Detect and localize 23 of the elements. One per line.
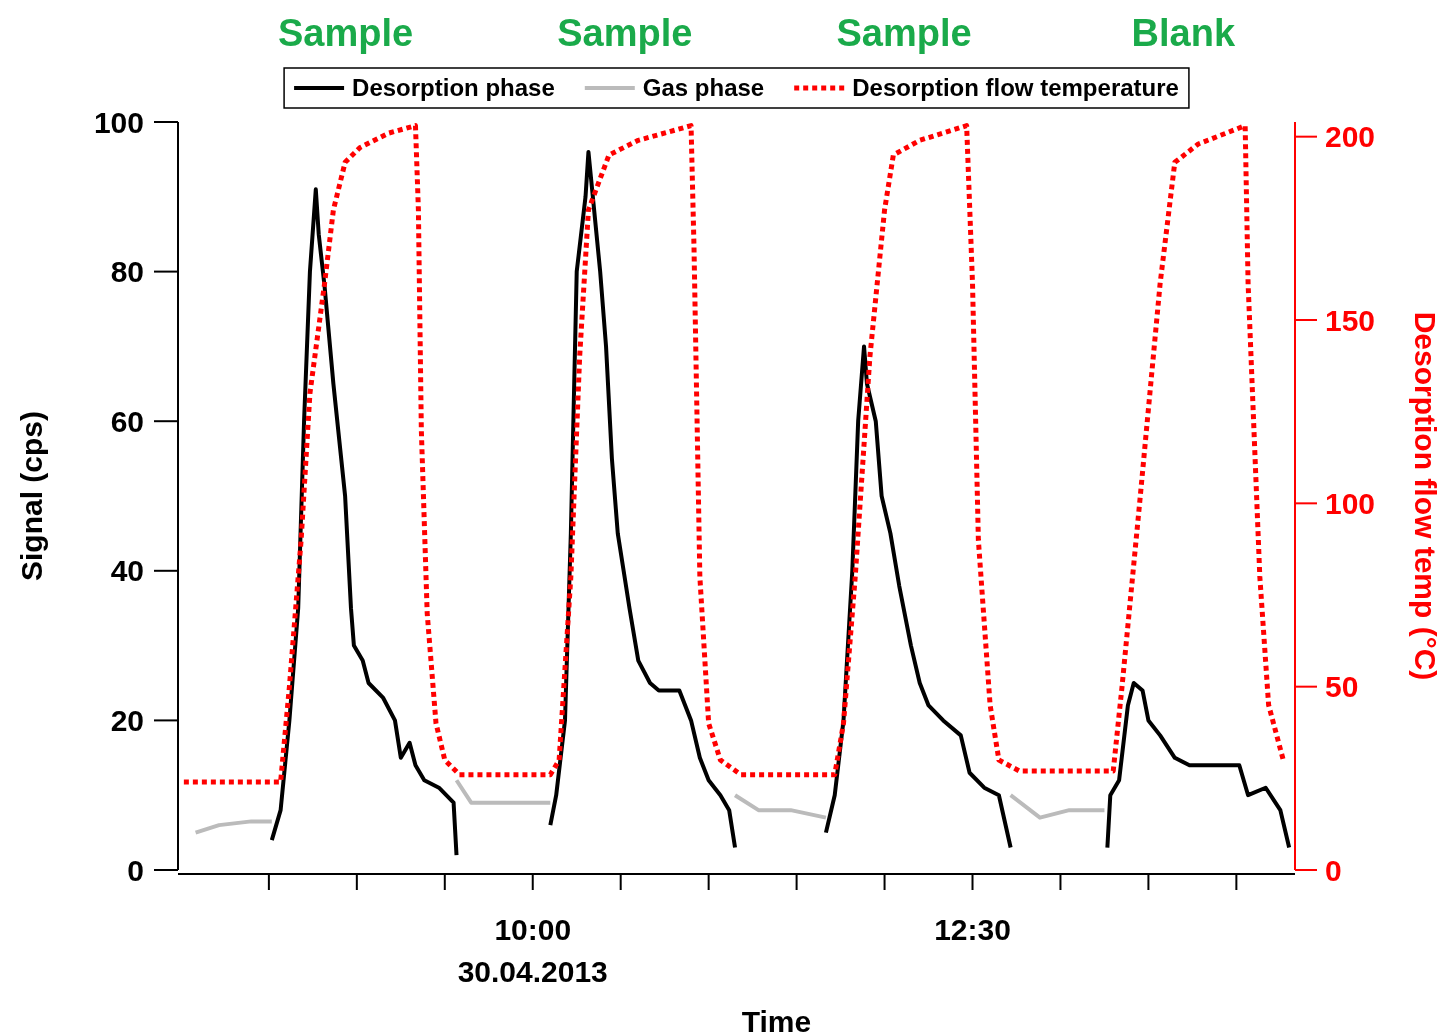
y-tick-label: 100 xyxy=(93,105,144,139)
legend-label: Desorption phase xyxy=(352,74,555,102)
y2-tick-label: 100 xyxy=(1325,486,1376,520)
x-axis-title: Time xyxy=(741,1005,812,1036)
y2-tick-label: 50 xyxy=(1325,670,1359,704)
y-tick-label: 0 xyxy=(127,853,144,887)
y-tick-label: 80 xyxy=(110,255,144,289)
y-tick-label: 40 xyxy=(110,554,144,588)
y-tick-label: 20 xyxy=(110,703,144,737)
y2-tick-label: 0 xyxy=(1325,853,1342,887)
text: Sample xyxy=(277,12,414,54)
legend-label: Desorption flow temperature xyxy=(852,74,1179,102)
y2-axis-title: Desorption flow temp (°C) xyxy=(1409,311,1442,681)
x-tick-label: 10:00 30.04.2013 xyxy=(457,913,608,988)
x-tick-label: 12:30 xyxy=(934,913,1011,946)
y-tick-label: 60 xyxy=(110,404,144,438)
y2-tick-label: 200 xyxy=(1325,120,1376,154)
y2-tick-label: 150 xyxy=(1325,303,1376,337)
text: Blank xyxy=(1131,12,1236,54)
text: Sample xyxy=(557,12,693,54)
y-axis-title: Signal (cps) xyxy=(15,410,48,582)
legend-label: Gas phase xyxy=(642,74,765,102)
text: Sample xyxy=(836,12,972,54)
